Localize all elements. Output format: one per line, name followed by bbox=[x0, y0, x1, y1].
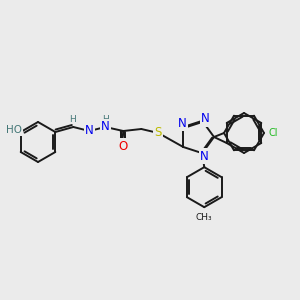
Text: H: H bbox=[69, 115, 76, 124]
Text: N: N bbox=[200, 150, 208, 163]
Text: CH₃: CH₃ bbox=[196, 213, 213, 222]
Text: N: N bbox=[101, 121, 110, 134]
Text: Cl: Cl bbox=[268, 128, 278, 138]
Text: N: N bbox=[201, 112, 210, 125]
Text: HO: HO bbox=[6, 125, 22, 135]
Text: N: N bbox=[178, 116, 187, 130]
Text: S: S bbox=[154, 127, 162, 140]
Text: N: N bbox=[85, 124, 94, 137]
Text: O: O bbox=[119, 140, 128, 152]
Text: H: H bbox=[102, 115, 109, 124]
